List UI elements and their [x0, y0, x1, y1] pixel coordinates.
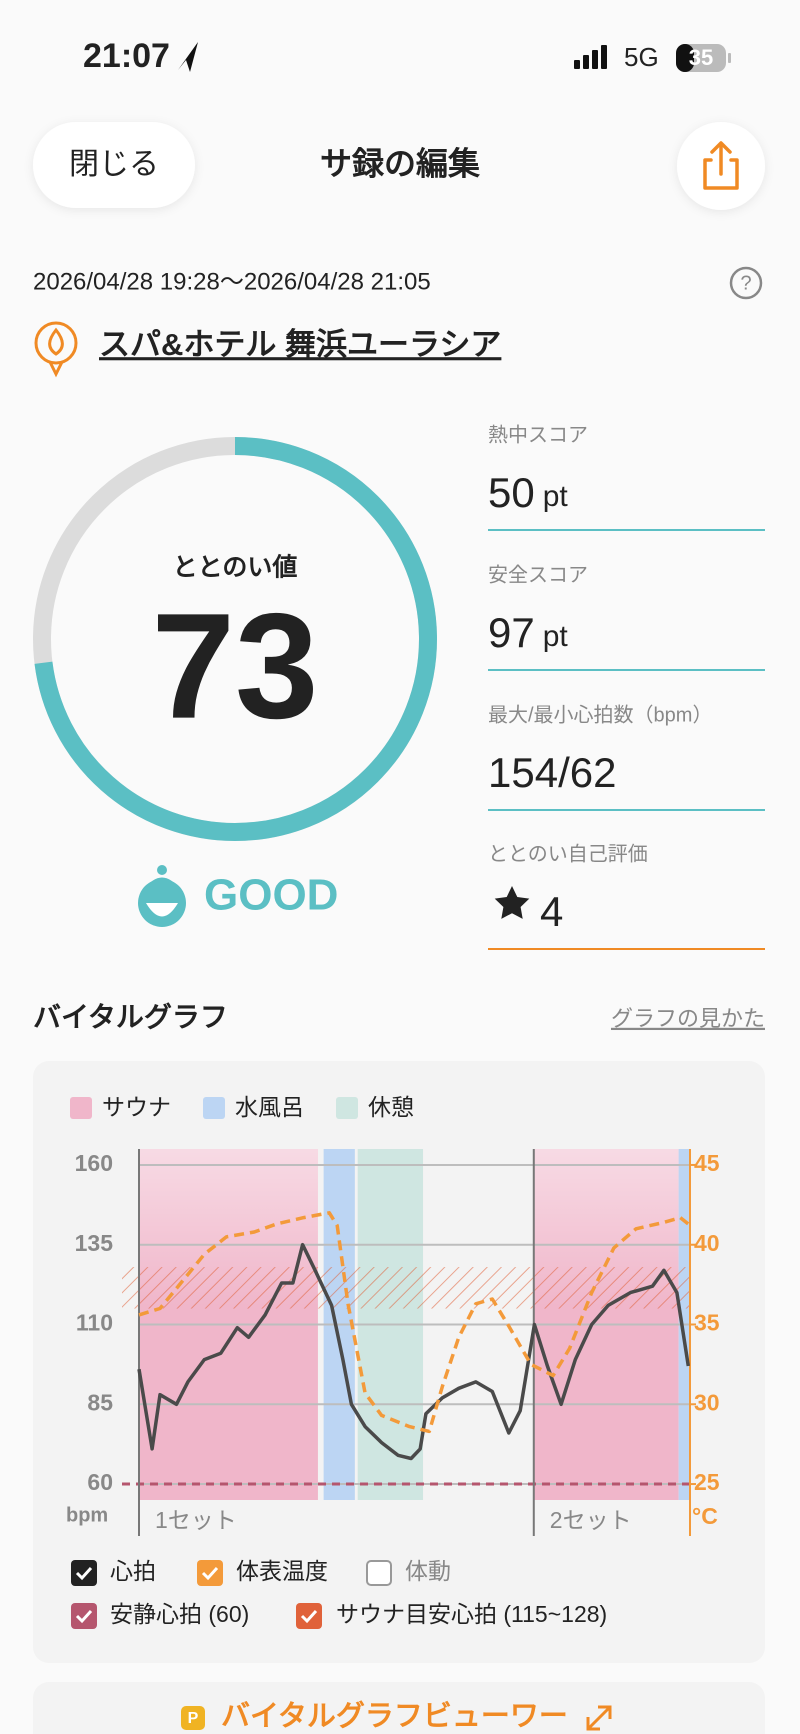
status-time: 21:07 — [83, 37, 170, 75]
y2-tick-label: 45 — [694, 1150, 720, 1176]
stat-label: 安全スコア — [488, 563, 588, 586]
target-band — [122, 1267, 690, 1309]
viewer-label[interactable]: バイタルグラフビューワー — [221, 1700, 568, 1733]
help-icon[interactable] — [729, 266, 763, 300]
expand-icon[interactable] — [586, 1705, 612, 1731]
close-label[interactable]: 閉じる — [69, 148, 159, 181]
y2-tick-label: 40 — [694, 1230, 720, 1256]
graph-guide-link[interactable]: グラフの見かた — [611, 1006, 765, 1031]
heart-rate-line — [137, 1242, 691, 1461]
location-icon — [178, 42, 198, 72]
score-label: ととのい値 — [173, 554, 298, 582]
toggle-label[interactable]: 体表温度 — [236, 1558, 328, 1584]
stat-value: 4 — [540, 888, 563, 935]
battery-level — [676, 44, 694, 72]
y-tick-label: 110 — [76, 1310, 113, 1336]
signal-icon — [574, 45, 607, 69]
rating: GOOD — [204, 871, 338, 920]
y-tick-label: 60 — [87, 1469, 113, 1495]
temperature-checkbox[interactable] — [197, 1560, 223, 1586]
star-icon — [494, 886, 530, 919]
target-check[interactable] — [300, 1609, 318, 1624]
stat-unit: pt — [543, 620, 569, 653]
motion-checkbox[interactable] — [366, 1560, 392, 1586]
heart-rate-checkbox[interactable] — [71, 1560, 97, 1586]
set-label: 1セット — [155, 1507, 237, 1533]
y-tick-label: 85 — [87, 1389, 113, 1415]
viewer-button[interactable] — [33, 1682, 765, 1734]
help-mark[interactable]: ? — [740, 272, 751, 294]
rating-icon — [138, 865, 186, 927]
y2-tick-label: 35 — [694, 1310, 720, 1336]
close-button[interactable] — [33, 122, 195, 208]
resting-check[interactable] — [75, 1609, 93, 1624]
target-checkbox[interactable] — [296, 1603, 322, 1629]
y-unit: bpm — [66, 1504, 108, 1526]
session-period: 2026/04/28 19:28〜2026/04/28 21:05 — [33, 268, 431, 295]
temperature-line — [138, 1211, 690, 1434]
phase-legend-swatch — [203, 1097, 225, 1119]
battery-tip — [728, 53, 731, 63]
y-tick-label: 135 — [75, 1230, 114, 1256]
resting-checkbox[interactable] — [71, 1603, 97, 1629]
phase-legend-label: 水風呂 — [235, 1094, 304, 1120]
stat-unit: pt — [543, 480, 569, 513]
viewer-icon-mark[interactable]: P — [188, 1710, 199, 1727]
phase-legend-swatch — [336, 1097, 358, 1119]
page-title: サ録の編集 — [320, 145, 480, 181]
place-icon — [34, 321, 78, 378]
stat-value: 97 — [488, 609, 535, 656]
viewer-icon[interactable] — [181, 1706, 205, 1730]
stat-label: ととのい自己評価 — [488, 842, 648, 865]
stat-label: 最大/最小心拍数（bpm） — [488, 703, 712, 726]
score-value: 73 — [152, 582, 319, 750]
y2-unit: °C — [692, 1503, 718, 1529]
phase-legend-swatch — [70, 1097, 92, 1119]
share-icon[interactable] — [703, 141, 739, 190]
toggle-label[interactable]: 安静心拍 (60) — [110, 1601, 249, 1627]
score-arc — [33, 437, 437, 841]
stat-label: 熱中スコア — [488, 423, 588, 446]
section-title: バイタルグラフ — [33, 1001, 228, 1032]
battery-percent: 35 — [689, 45, 713, 70]
network: 5G — [624, 42, 659, 72]
stat-value: 50 — [488, 469, 535, 516]
stat-value: 154/62 — [488, 749, 616, 796]
set-label: 2セット — [550, 1507, 632, 1533]
place-name[interactable]: スパ&ホテル 舞浜ユーラシア — [99, 327, 501, 362]
y2-tick-label: 25 — [694, 1469, 720, 1495]
toggle-label[interactable]: サウナ目安心拍 (115~128) — [336, 1601, 607, 1627]
phase-legend-label: サウナ — [102, 1094, 171, 1120]
temperature-check[interactable] — [201, 1566, 219, 1581]
heart-rate-check[interactable] — [75, 1566, 93, 1581]
toggle-label[interactable]: 心拍 — [110, 1558, 156, 1584]
y2-tick-label: 30 — [694, 1389, 720, 1415]
toggle-label[interactable]: 体動 — [405, 1558, 451, 1584]
phase-legend-label: 休憩 — [368, 1094, 414, 1120]
y-tick-label: 160 — [75, 1150, 113, 1176]
